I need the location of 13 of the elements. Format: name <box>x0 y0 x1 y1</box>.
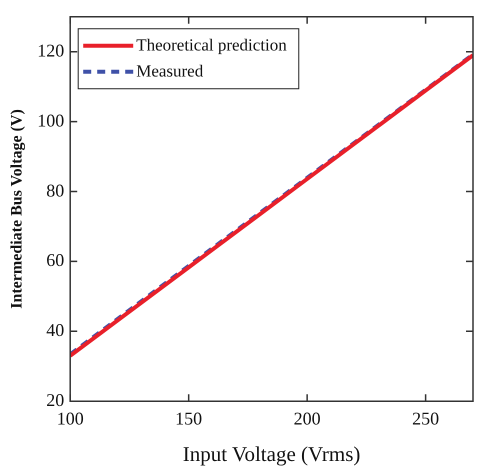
y-tick-label: 120 <box>37 40 64 60</box>
y-tick-label: 80 <box>46 180 64 200</box>
y-tick-label: 60 <box>46 250 64 270</box>
x-tick-label: 200 <box>294 408 321 429</box>
x-tick-label: 250 <box>412 408 440 429</box>
x-tick-label: 150 <box>175 408 202 429</box>
y-axis-title: Intermediate Bus Voltage (V) <box>8 109 26 309</box>
y-tick-label: 100 <box>37 110 64 130</box>
legend-label: Measured <box>136 61 204 80</box>
y-tick-label: 40 <box>46 320 64 340</box>
y-tick-label: 20 <box>46 390 64 410</box>
x-axis-title: Input Voltage (Vrms) <box>182 442 360 466</box>
legend-label: Theoretical prediction <box>136 35 288 54</box>
